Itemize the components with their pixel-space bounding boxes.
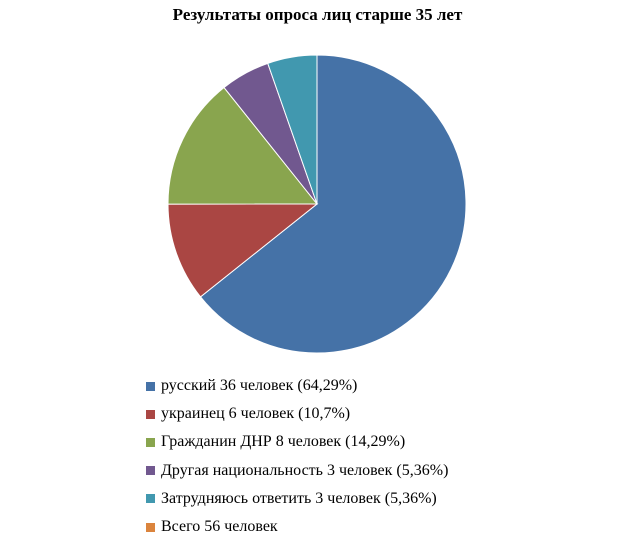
legend-swatch bbox=[146, 466, 155, 476]
pie-slice-4 bbox=[267, 54, 318, 205]
legend-swatch bbox=[146, 494, 155, 504]
legend-item: Затрудняюсь ответить 3 человек (5,36%) bbox=[146, 485, 448, 513]
pie-slice-2 bbox=[167, 86, 319, 205]
legend-label: Гражданин ДНР 8 человек (14,29%) bbox=[161, 433, 406, 451]
pie-slice-0 bbox=[199, 54, 467, 354]
legend-item: русский 36 человек (64,29%) bbox=[146, 372, 448, 400]
legend-swatch bbox=[146, 381, 155, 391]
legend-label: Затрудняюсь ответить 3 человек (5,36%) bbox=[161, 489, 437, 507]
legend-item: Гражданин ДНР 8 человек (14,29%) bbox=[146, 428, 448, 456]
legend-item: украинец 6 человек (10,7%) bbox=[146, 400, 448, 428]
legend-label: Всего 56 человек bbox=[161, 518, 278, 536]
legend-swatch bbox=[146, 409, 155, 419]
pie-chart bbox=[167, 54, 467, 354]
legend: русский 36 человек (64,29%) украинец 6 че… bbox=[146, 372, 448, 541]
legend-swatch bbox=[146, 522, 155, 532]
legend-item: Всего 56 человек bbox=[146, 513, 448, 541]
chart-title: Результаты опроса лиц старше 35 лет bbox=[172, 5, 463, 24]
legend-label: русский 36 человек (64,29%) bbox=[161, 377, 358, 394]
legend-item: Другая национальность 3 человек (5,36%) bbox=[146, 457, 448, 485]
pie-slice-1 bbox=[167, 203, 319, 298]
legend-label: Другая национальность 3 человек (5,36%) bbox=[161, 461, 449, 479]
legend-label: украинец 6 человек (10,7%) bbox=[161, 405, 351, 423]
legend-swatch bbox=[146, 438, 155, 447]
